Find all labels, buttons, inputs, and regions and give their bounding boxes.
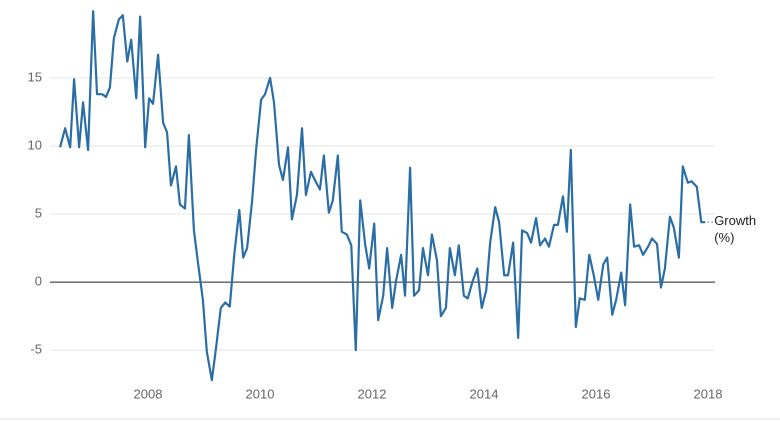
x-tick-label: 2018 xyxy=(694,386,723,401)
annotation: Growth (%) xyxy=(714,214,760,246)
y-tick-label: 5 xyxy=(35,205,42,220)
x-tick-label: 2008 xyxy=(134,386,163,401)
y-tick-label: -5 xyxy=(30,342,42,357)
y-tick-label: 15 xyxy=(28,69,42,84)
x-tick-label: 2010 xyxy=(246,386,275,401)
x-tick-label: 2016 xyxy=(582,386,611,401)
y-tick-label: 0 xyxy=(35,274,42,289)
series-line xyxy=(59,10,706,382)
x-tick-label: 2014 xyxy=(470,386,499,401)
y-tick-label: 10 xyxy=(28,137,42,152)
x-tick-label: 2012 xyxy=(358,386,387,401)
